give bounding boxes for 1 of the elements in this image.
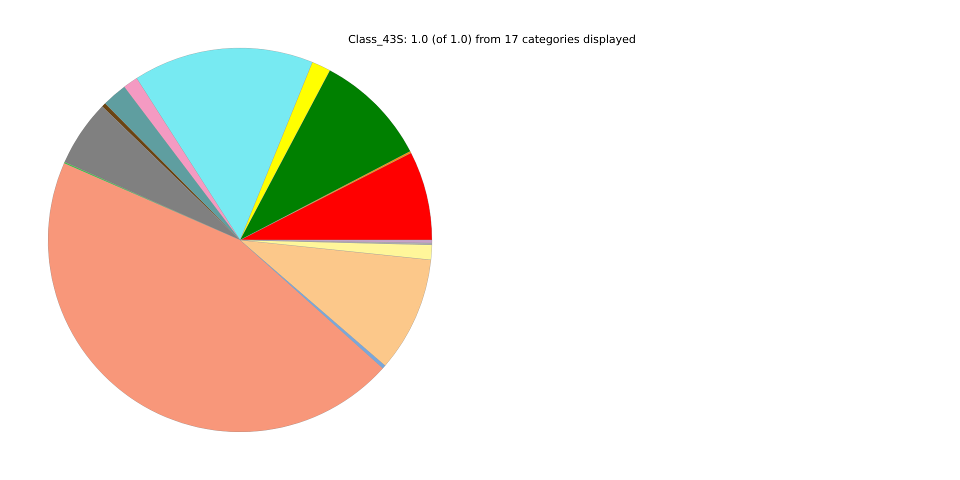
- text: Class_43S: 1.0 (of 1.0) from 17 categories displayed: [348, 33, 636, 46]
